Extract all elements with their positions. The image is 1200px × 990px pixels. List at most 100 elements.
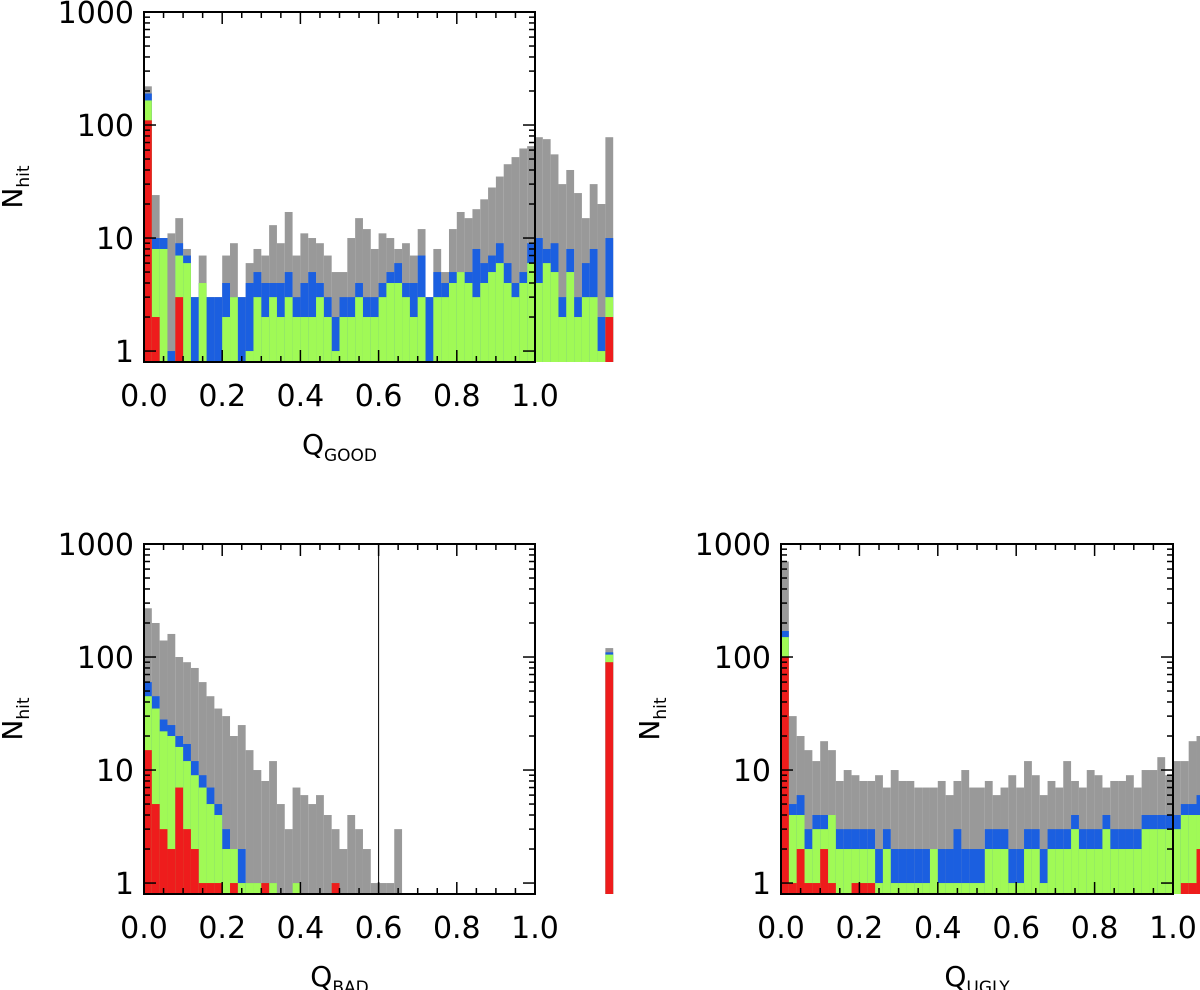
bar-red-bin-4	[175, 297, 184, 362]
bar-green-bin-23	[323, 317, 332, 362]
y-tick-label: 100	[77, 109, 134, 144]
bar-red-bin-51	[1180, 883, 1189, 894]
bar-blue-bin-58	[597, 317, 606, 362]
x-tick-label: 0.6	[355, 911, 403, 946]
bar-green-bin-41	[1102, 829, 1111, 894]
bar-gray-bin-33	[1039, 795, 1048, 894]
bar-green-bin-11	[230, 297, 238, 362]
bar-green-bin-26	[347, 317, 356, 362]
bar-green-bin-19	[292, 317, 301, 362]
bar-gray-bin-29	[1008, 775, 1017, 894]
bar-red-bin-4	[812, 883, 821, 894]
bar-gray-bin-32	[394, 829, 403, 894]
x-tick-label: 0.6	[355, 379, 403, 414]
bar-gray-bin-24	[331, 272, 340, 362]
bar-blue-bin-14	[890, 849, 899, 894]
bar-red-bin-8	[206, 883, 215, 894]
bar-gray-bin-28	[362, 849, 371, 894]
bar-blue-bin-21	[308, 272, 317, 362]
bar-green-bin-29	[370, 317, 379, 362]
x-tick-label: 0.4	[277, 911, 325, 946]
y-tick-label: 1000	[58, 0, 134, 31]
bar-gray-bin-16	[906, 780, 915, 894]
bar-green-bin-16	[269, 883, 277, 894]
bar-green-bin-39	[448, 283, 457, 362]
bar-green-bin-44	[488, 272, 496, 362]
bar-blue-bin-25	[977, 849, 985, 894]
x-tick-label: 0.8	[433, 911, 481, 946]
bar-green-bin-33	[1039, 883, 1048, 894]
bar-green-bin-51	[1180, 815, 1189, 894]
bar-green-bin-2	[159, 731, 168, 894]
bar-gray-bin-20	[300, 795, 309, 894]
bar-red-bin-6	[190, 849, 199, 894]
bar-green-bin-10	[859, 849, 868, 894]
bar-green-bin-21	[308, 317, 317, 362]
bar-green-bin-35	[1055, 849, 1064, 894]
bar-blue-bin-15	[898, 849, 907, 894]
bar-green-bin-3	[804, 849, 813, 894]
bar-green-bin-58	[597, 351, 606, 362]
bar-green-bin-46	[1141, 829, 1150, 894]
bar-gray-bin-11	[230, 736, 238, 894]
bar-green-bin-7	[198, 283, 207, 362]
bar-gray-bin-17	[276, 804, 285, 894]
bar-green-bin-16	[269, 297, 277, 362]
x-tick-label: 0.0	[120, 379, 168, 414]
x-tick-label: 1.0	[511, 379, 559, 414]
bar-green-bin-14	[253, 883, 262, 894]
bar-red-bin-2	[159, 829, 168, 894]
bar-green-bin-6	[828, 815, 836, 894]
bar-green-bin-29	[1008, 883, 1017, 894]
x-tick-label: 0.8	[433, 379, 481, 414]
bar-blue-bin-24	[331, 317, 340, 362]
bar-green-bin-27	[992, 849, 1001, 894]
bar-gray-bin-14	[253, 770, 262, 894]
bar-red-bin-11	[867, 883, 876, 894]
bar-green-bin-37	[433, 297, 442, 362]
bar-red-bin-59	[605, 317, 614, 362]
y-tick-label: 1000	[695, 528, 771, 563]
bar-green-bin-24	[969, 883, 977, 894]
bar-red-bin-10	[859, 883, 868, 894]
bar-gray-bin-31	[1024, 761, 1032, 894]
bar-green-bin-15	[898, 883, 907, 894]
bar-gray-bin-19	[929, 787, 938, 894]
bar-green-bin-44	[1125, 849, 1134, 894]
bar-green-bin-17	[276, 317, 285, 362]
bar-green-bin-14	[890, 883, 899, 894]
x-tick-label: 0.6	[992, 911, 1040, 946]
histogram-panel-top-left: 1 10 100 1000 0.0 0.2 0.4 0.6 0.8 1.0 QGOOD Nhit	[0, 0, 614, 466]
bar-blue-bin-33	[1039, 849, 1048, 894]
bar-green-bin-36	[1063, 849, 1072, 894]
x-axis-label: QUGLY	[944, 960, 1010, 990]
bar-green-bin-13	[245, 883, 254, 894]
bar-blue-bin-30	[1016, 849, 1025, 894]
y-tick-label: 1	[115, 335, 134, 370]
bar-gray-bin-9	[214, 708, 223, 894]
y-tick-label: 100	[714, 641, 771, 676]
bar-red-bin-4	[175, 787, 184, 894]
bar-gray-bin-20	[937, 780, 946, 894]
bar-gray-bin-3	[804, 750, 813, 894]
bar-green-bin-26	[984, 849, 993, 894]
bar-green-bin-31	[386, 283, 395, 362]
bar-gray-bin-24	[331, 829, 340, 894]
bar-green-bin-50	[1173, 829, 1181, 894]
bar-green-bin-28	[1000, 849, 1009, 894]
bar-blue-bin-23	[961, 849, 970, 894]
x-tick-label: 1.0	[1149, 911, 1197, 946]
bar-green-bin-50	[535, 283, 543, 362]
y-tick-label: 100	[77, 641, 134, 676]
bar-gray-bin-15	[898, 780, 907, 894]
y-tick-label: 1	[752, 867, 771, 902]
histogram-panel-bottom-right: 1 10 100 1000 0.0 0.2 0.4 0.6 0.8 1.0 QUGLY Nhit	[633, 528, 1200, 990]
bar-green-bin-7	[835, 849, 844, 894]
bar-gray-bin-24	[969, 787, 977, 894]
bar-green-bin-1	[151, 248, 160, 362]
bar-green-bin-52	[550, 272, 559, 362]
bar-blue-bin-24	[969, 849, 977, 894]
bar-red-bin-5	[820, 849, 829, 894]
y-axis-label: Nhit	[633, 697, 671, 740]
x-tick-label: 0.2	[836, 911, 884, 946]
